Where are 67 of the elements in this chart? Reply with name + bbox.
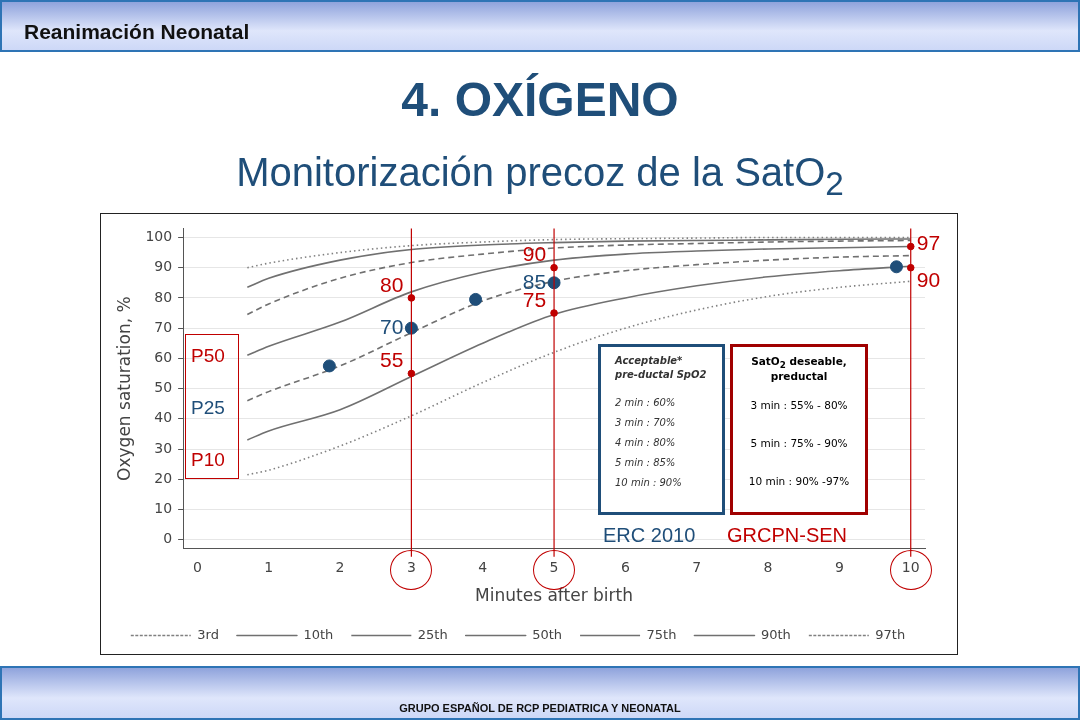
chart-subtitle: Monitorización precoz de la SatO$_{2}$ [235, 150, 845, 203]
x-tick-label: 0 [192, 558, 202, 575]
point [889, 260, 903, 274]
text-box: P50 P25 P10 [185, 334, 239, 479]
point [407, 294, 416, 302]
legend-label: 3rd [197, 626, 219, 642]
annotation: P50 [191, 345, 225, 367]
data-label: 90 [522, 242, 547, 266]
x-tick-label: 4 [478, 558, 488, 575]
legend-label: 25th [417, 626, 448, 642]
y-tick-label: 70 [154, 318, 173, 335]
y-tick-label: 100 [145, 228, 173, 245]
annotation: GRCPN-SEN [727, 524, 848, 547]
annotation: pre-ductal SpO2 [615, 369, 707, 380]
annotation: ERC 2010 [603, 524, 696, 547]
y-tick-label: 30 [154, 439, 173, 456]
legend-label: 97th [875, 626, 906, 642]
legend-label: 10th [303, 626, 334, 642]
y-tick-label: 20 [154, 469, 173, 486]
point [906, 263, 915, 272]
y-tick-label: 40 [154, 409, 173, 426]
data-label: 90 [916, 268, 941, 292]
annotation: 3 min : 70% [615, 417, 676, 428]
x-tick-label: 9 [834, 558, 844, 575]
legend-label: 50th [532, 626, 563, 642]
x-tick-label: 3 [406, 558, 416, 575]
y-tick-label: 90 [154, 258, 173, 275]
data-label: 55 [380, 348, 404, 372]
x-tick-label: 5 [549, 558, 559, 575]
point [322, 359, 336, 373]
text: GRUPO ESPAÑOL DE RCP PEDIATRICA Y NEONATAL [398, 702, 682, 714]
x-tick-label: 2 [335, 558, 345, 575]
data-label: 85 [522, 269, 547, 293]
x-axis-title: Minutes after birth [475, 585, 634, 606]
annotation: P10 [191, 449, 225, 471]
point [407, 369, 416, 378]
point [906, 242, 915, 251]
data-label: 80 [380, 272, 404, 296]
legend-label: 90th [760, 626, 791, 642]
annotation: SatO$_{2}$ deseable, preductal [750, 355, 848, 383]
y-tick-label: 10 [154, 500, 173, 517]
annotation: 5 min : 75% - 90% [749, 437, 849, 449]
annotation: 4 min : 80% [615, 437, 676, 448]
annotation: 5 min : 85% [615, 457, 676, 468]
x-tick-label: 1 [264, 558, 274, 575]
y-tick-label: 0 [163, 530, 173, 547]
x-tick-label: 7 [692, 558, 702, 575]
x-tick-label: 10 [901, 558, 920, 575]
line-series [246, 236, 912, 269]
annotation: Acceptable* [615, 355, 683, 366]
annotation: 2 min : 60% [615, 397, 676, 408]
data-label: 70 [380, 314, 404, 338]
y-tick-label: 50 [154, 379, 173, 396]
annotation: 3 min : 55% - 80% [749, 399, 849, 411]
point [469, 292, 483, 306]
data-label: 97 [916, 231, 941, 255]
y-axis-title: Oxygen saturation, % [113, 296, 134, 481]
x-tick-label: 6 [620, 558, 630, 575]
text: Reanimación Neonatal [24, 20, 250, 44]
y-tick-label: 80 [154, 288, 173, 305]
legend-label: 75th [646, 626, 677, 642]
x-tick-label: 8 [763, 558, 773, 575]
chart-title: 4. OXÍGENO [400, 72, 680, 127]
annotation: 10 min : 90% [615, 477, 682, 488]
annotation: 10 min : 90% -97% [747, 475, 851, 487]
annotation: P25 [191, 397, 225, 419]
y-tick-label: 60 [154, 349, 173, 366]
